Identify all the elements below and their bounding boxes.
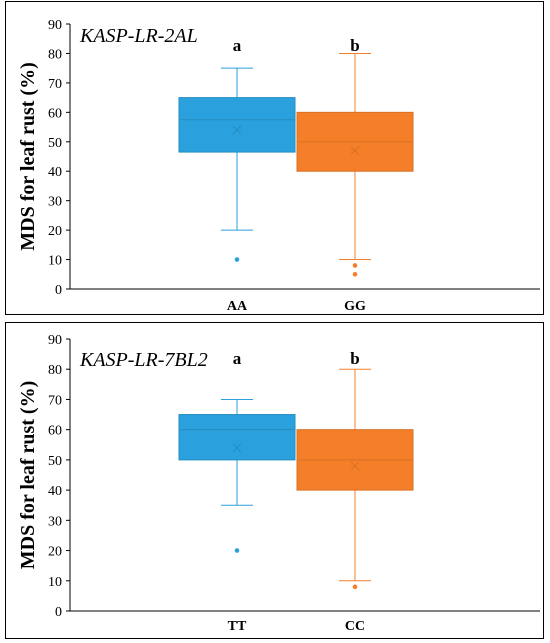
mean-marker bbox=[350, 461, 360, 471]
y-tick-label: 50 bbox=[48, 454, 62, 469]
y-tick-label: 0 bbox=[55, 283, 62, 298]
mean-marker bbox=[232, 125, 242, 135]
outlier-point bbox=[352, 584, 358, 590]
boxplot-kasp-lr-2al: 0 10 20 30 40 50 60 70 80 90 MDS for leaf rust (%)… bbox=[17, 18, 540, 314]
y-tick-label: 30 bbox=[48, 514, 62, 529]
y-tick-label: 70 bbox=[48, 77, 62, 92]
outlier-point bbox=[234, 257, 240, 262]
y-tick-label: 10 bbox=[48, 254, 62, 269]
x-category-label: AA bbox=[227, 299, 248, 314]
significance-label: b bbox=[350, 349, 359, 368]
box-iqr bbox=[178, 414, 296, 461]
y-tick-label: 20 bbox=[48, 224, 62, 239]
y-tick-label: 90 bbox=[48, 18, 62, 33]
y-tick-label: 40 bbox=[48, 484, 62, 499]
y-tick-label: 90 bbox=[48, 333, 62, 348]
y-tick-label: 60 bbox=[48, 106, 62, 121]
boxplot-kasp-lr-7bl2: 0 10 20 30 40 50 60 70 80 90 MDS for leaf rust (%)… bbox=[17, 333, 540, 634]
y-axis-title: MDS for leaf rust (%) bbox=[17, 62, 39, 250]
box-iqr bbox=[178, 97, 296, 153]
chart-panel-kasp-lr-2al: 0 10 20 30 40 50 60 70 80 90 MDS for leaf rust (%)… bbox=[5, 1, 544, 315]
x-category-label: CC bbox=[345, 619, 365, 634]
y-tick-label: 60 bbox=[48, 424, 62, 439]
chart-title: KASP-LR-2AL bbox=[79, 25, 198, 47]
y-tick-label: 30 bbox=[48, 195, 62, 210]
x-category-label: GG bbox=[344, 299, 366, 314]
outlier-point bbox=[352, 263, 358, 268]
y-tick-label: 50 bbox=[48, 136, 62, 151]
y-axis-title: MDS for leaf rust (%) bbox=[17, 381, 39, 569]
mean-marker bbox=[232, 443, 242, 453]
significance-label: a bbox=[233, 36, 242, 55]
outlier-point bbox=[234, 548, 240, 553]
y-tick-label: 10 bbox=[48, 575, 62, 590]
outlier-point bbox=[352, 271, 358, 277]
y-tick-label: 0 bbox=[55, 605, 62, 620]
y-tick-label: 80 bbox=[48, 47, 62, 62]
significance-label: b bbox=[350, 36, 359, 55]
mean-marker bbox=[350, 146, 360, 155]
y-tick-label: 80 bbox=[48, 363, 62, 378]
x-category-label: TT bbox=[228, 619, 247, 634]
y-tick-label: 40 bbox=[48, 165, 62, 180]
chart-title: KASP-LR-7BL2 bbox=[79, 349, 208, 371]
y-tick-label: 20 bbox=[48, 545, 62, 560]
chart-panel-kasp-lr-7bl2: 0 10 20 30 40 50 60 70 80 90 MDS for leaf rust (%)… bbox=[5, 322, 544, 639]
y-tick-label: 70 bbox=[48, 393, 62, 408]
significance-label: a bbox=[233, 349, 242, 368]
